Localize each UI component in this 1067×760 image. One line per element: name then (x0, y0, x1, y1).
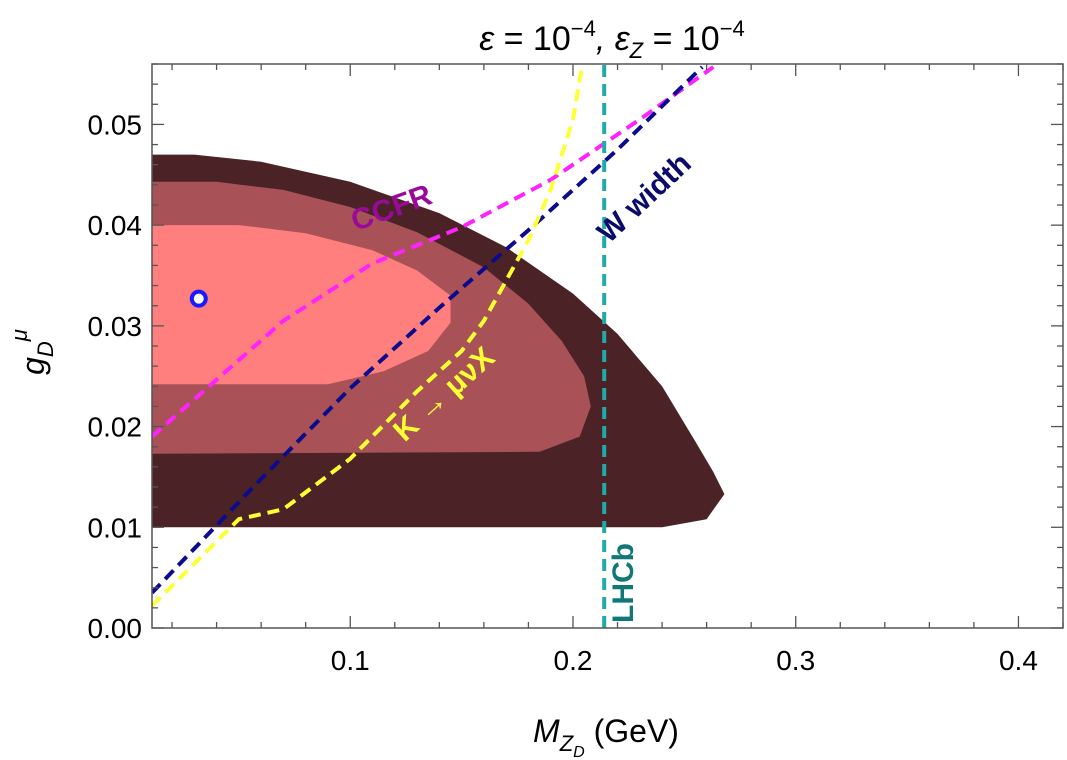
title-subZ: Z (629, 38, 645, 63)
xlabel-z: Z (559, 731, 575, 756)
x-tick-label: 0.4 (999, 645, 1038, 676)
y-tick-label: 0.02 (88, 412, 143, 443)
regions-layer (152, 154, 725, 528)
ylabel-g: g (15, 357, 51, 375)
label-w-width: W width (591, 147, 698, 250)
curve-ccfr (152, 65, 715, 439)
curve-w-width (152, 65, 704, 595)
title-eps: ε (479, 20, 495, 58)
ylabel-d: D (33, 341, 58, 357)
title-exp1: −4 (571, 16, 596, 41)
points-layer (189, 289, 208, 308)
title-exp2: −4 (720, 16, 745, 41)
y-tick-label: 0.05 (88, 109, 143, 140)
ylabel-mu: μ (7, 329, 32, 342)
y-axis-title: gDμ (7, 329, 58, 375)
xlabel-m: M (533, 713, 560, 749)
series-layer (152, 64, 715, 628)
tick-labels-layer: 0.1 0.2 0.3 0.4 0.00 0.01 0.02 0.03 0.04 0.05 (88, 109, 1038, 676)
x-tick-label: 0.3 (776, 645, 815, 676)
x-tick-label: 0.2 (554, 645, 593, 676)
x-tick-label: 0.1 (331, 645, 370, 676)
xlabel-unit: (GeV) (585, 713, 679, 749)
xlabel-d: D (573, 744, 585, 760)
title-eq2: = 10 (643, 20, 720, 58)
y-tick-label: 0.01 (88, 512, 143, 543)
y-tick-label: 0.00 (88, 613, 143, 644)
y-tick-label: 0.04 (88, 210, 143, 241)
chart-title: ε = 10−4, εZ = 10−4 (479, 16, 745, 63)
title-sep: , ε (596, 20, 631, 58)
best-fit-point (189, 289, 208, 308)
y-tick-label: 0.03 (88, 311, 143, 342)
title-eq: = 10 (494, 20, 571, 58)
curve-k-x (152, 66, 584, 608)
ticks-layer (152, 63, 1064, 629)
label-lhcb: LHCb (607, 543, 640, 623)
contour-region-3 (152, 225, 451, 385)
x-axis-title: MZD (GeV) (533, 713, 679, 760)
